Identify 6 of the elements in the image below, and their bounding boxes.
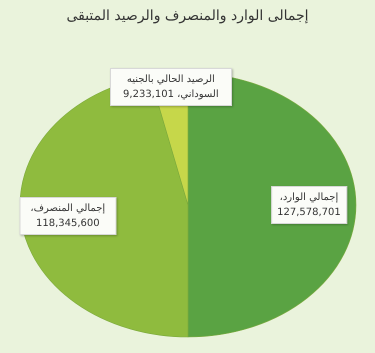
- chart-title: إجمالى الوارد والمنصرف والرصيد المتبقى: [65, 8, 310, 24]
- data-label: 127,578,701: [277, 207, 341, 218]
- slice-label: الرصيد الحالي بالجنيه السوداني، 9,233,101: [110, 68, 232, 106]
- slice-label: إجمالي المنصرف،: [30, 202, 106, 214]
- data-label: 118,345,600: [36, 218, 100, 229]
- slice-label: إجمالي الوارد،: [280, 192, 338, 203]
